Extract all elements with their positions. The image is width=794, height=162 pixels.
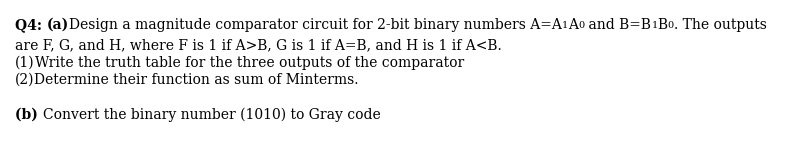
Text: 1: 1 <box>651 21 657 30</box>
Text: Design a magnitude comparator circuit for 2-bit binary numbers A=A: Design a magnitude comparator circuit fo… <box>69 18 562 32</box>
Text: (b): (b) <box>15 108 43 122</box>
Text: Determine their function as sum of Minterms.: Determine their function as sum of Minte… <box>34 73 359 87</box>
Text: 0: 0 <box>668 21 674 30</box>
Text: Convert the binary number (1010) to Gray code: Convert the binary number (1010) to Gray… <box>43 108 380 122</box>
Text: 0: 0 <box>578 21 584 30</box>
Text: are F, G, and H, where F is 1 if A>B, G is 1 if A=B, and H is 1 if A<B.: are F, G, and H, where F is 1 if A>B, G … <box>15 38 502 52</box>
Text: A: A <box>569 18 578 32</box>
Text: (a): (a) <box>47 18 69 32</box>
Text: (1): (1) <box>15 56 35 70</box>
Text: and B=B: and B=B <box>584 18 651 32</box>
Text: Write the truth table for the three outputs of the comparator: Write the truth table for the three outp… <box>35 56 464 70</box>
Text: 1: 1 <box>562 21 569 30</box>
Text: Q4:: Q4: <box>15 18 47 32</box>
Text: (2): (2) <box>15 73 34 87</box>
Text: B: B <box>657 18 668 32</box>
Text: . The outputs: . The outputs <box>674 18 767 32</box>
